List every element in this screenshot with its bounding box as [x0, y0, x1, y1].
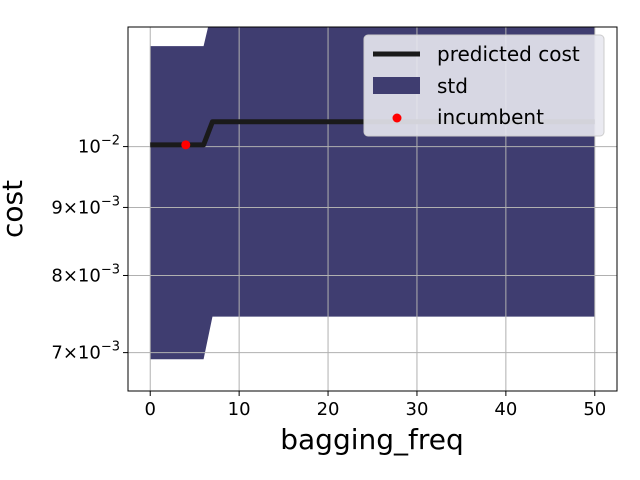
x-tick-label: 50: [583, 399, 606, 420]
y-axis-ticks: 7×10−3 8×10−3 9×10−3 10−2: [51, 134, 128, 364]
legend-std-label: std: [437, 74, 468, 98]
y-tick-label: 10−2: [78, 134, 120, 158]
y-tick-label: 8×10−3: [51, 262, 120, 286]
plot-frame: [127, 26, 618, 392]
y-axis-label: cost: [0, 180, 29, 238]
y-tick-label: 7×10−3: [51, 340, 120, 364]
x-tick-label: 0: [145, 399, 156, 420]
x-tick-label: 10: [228, 399, 251, 420]
x-axis-ticks: 0 10 20 30 40 50: [145, 391, 606, 420]
x-axis-label: bagging_freq: [280, 423, 464, 456]
legend: predicted cost std incumbent: [363, 34, 605, 137]
x-tick-label: 40: [494, 399, 517, 420]
incumbent-point: [181, 140, 191, 150]
legend-predicted-cost-label: predicted cost: [437, 42, 580, 66]
legend-std-swatch: [373, 77, 420, 94]
grid: [128, 27, 617, 391]
legend-incumbent-label: incumbent: [437, 105, 544, 129]
legend-incumbent-swatch: [392, 113, 402, 123]
y-tick-label: 9×10−3: [51, 194, 120, 218]
legend-box: [363, 34, 605, 137]
x-tick-label: 20: [317, 399, 340, 420]
incumbent-layer: [181, 140, 191, 150]
x-tick-label: 30: [406, 399, 429, 420]
